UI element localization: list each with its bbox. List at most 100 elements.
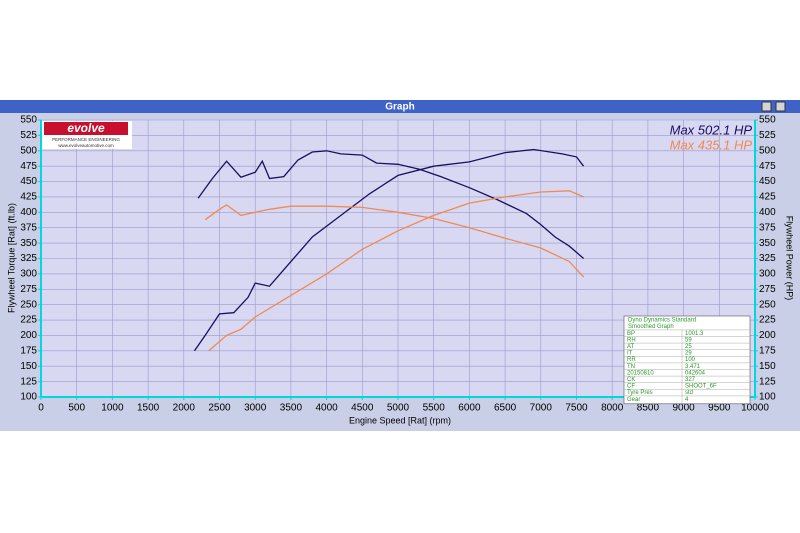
series-line	[197, 150, 585, 259]
y2-tick-label: 475	[759, 161, 776, 172]
x-tick-label: 9500	[708, 403, 731, 414]
info-cell: Gear	[627, 397, 640, 403]
x-axis-label: Engine Speed [Rat] (rpm)	[349, 415, 451, 425]
info-cell: 3.471	[685, 364, 701, 370]
x-tick-label: 500	[68, 403, 85, 414]
x-tick-label: 3000	[244, 403, 267, 414]
logo-badge	[44, 122, 128, 135]
y2-axis-label: Flywheel Power (HP)	[785, 216, 795, 301]
info-cell: 327	[685, 377, 696, 383]
info-cell: RR	[627, 357, 636, 363]
info-cell: AT	[627, 344, 635, 350]
info-cell: IT	[627, 351, 633, 357]
info-cell: RH	[627, 337, 636, 343]
info-cell: CF	[627, 384, 635, 390]
title-bar	[0, 100, 800, 113]
x-tick-label: 4500	[351, 403, 374, 414]
x-tick-label: 5000	[387, 403, 410, 414]
x-tick-label: 2000	[173, 403, 196, 414]
max-annotation: Max 435.1 HP	[670, 137, 753, 152]
y2-tick-label: 150	[759, 361, 776, 372]
x-tick-label: 6500	[494, 403, 517, 414]
info-cell: 20150810	[627, 370, 654, 376]
y-tick-label: 400	[20, 207, 37, 218]
x-tick-label: 6000	[458, 403, 481, 414]
y-tick-label: 250	[20, 299, 37, 310]
x-tick-label: 9000	[672, 403, 695, 414]
info-cell: std	[685, 390, 693, 396]
x-tick-label: 7000	[530, 403, 553, 414]
info-header: Dyno Dynamics Standard	[628, 318, 696, 324]
y-tick-label: 375	[20, 222, 37, 233]
y2-tick-label: 100	[759, 392, 776, 403]
info-cell: BP	[627, 331, 635, 337]
y2-tick-label: 300	[759, 269, 776, 280]
y-tick-label: 100	[20, 392, 37, 403]
x-tick-label: 1500	[137, 403, 160, 414]
y2-tick-label: 175	[759, 345, 776, 356]
logo-tagline: PERFORMANCE ENGINEERING	[52, 137, 120, 142]
y-tick-label: 500	[20, 145, 37, 156]
y-tick-label: 150	[20, 361, 37, 372]
y2-tick-label: 525	[759, 130, 776, 141]
info-cell: 29	[685, 351, 692, 357]
window-title: Graph	[385, 102, 414, 113]
series-line	[208, 190, 584, 352]
x-tick-label: 7500	[565, 403, 588, 414]
y2-tick-label: 225	[759, 315, 776, 326]
x-tick-label: 3500	[280, 403, 303, 414]
info-cell: 25	[685, 344, 692, 350]
x-tick-label: 1000	[101, 403, 124, 414]
y-tick-label: 275	[20, 284, 37, 295]
x-tick-label: 2500	[208, 403, 231, 414]
restore-button[interactable]	[761, 101, 772, 112]
info-cell: 100	[685, 357, 696, 363]
y-tick-label: 325	[20, 253, 37, 264]
y-tick-label: 300	[20, 269, 37, 280]
y2-tick-label: 550	[759, 115, 776, 126]
y-tick-label: 425	[20, 192, 37, 203]
series-line	[193, 148, 585, 352]
y2-tick-label: 425	[759, 192, 776, 203]
y-tick-label: 525	[20, 130, 37, 141]
info-header: Smoothed Graph	[628, 324, 674, 330]
y-axis-label: Flywheel Torque [Rat] (ft.lb)	[6, 203, 16, 313]
x-tick-label: 10000	[741, 403, 769, 414]
y-tick-label: 125	[20, 376, 37, 387]
info-cell: 042604	[685, 370, 706, 376]
y2-tick-label: 125	[759, 376, 776, 387]
close-button[interactable]	[775, 101, 786, 112]
y2-tick-label: 275	[759, 284, 776, 295]
y-tick-label: 175	[20, 345, 37, 356]
info-cell: 1001.3	[685, 331, 704, 337]
x-tick-label: 4000	[315, 403, 338, 414]
info-cell: CK	[627, 377, 635, 383]
x-tick-label: 0	[38, 403, 44, 414]
info-cell: SHOOT_6F	[685, 384, 717, 390]
info-cell: 59	[685, 337, 692, 343]
x-tick-label: 8000	[601, 403, 624, 414]
y-tick-label: 475	[20, 161, 37, 172]
y-tick-label: 450	[20, 176, 37, 187]
y-tick-label: 350	[20, 238, 37, 249]
y2-tick-label: 500	[759, 145, 776, 156]
logo-brand: evolve	[67, 121, 105, 135]
info-cell: 4	[685, 397, 689, 403]
y2-tick-label: 200	[759, 330, 776, 341]
y-tick-label: 225	[20, 315, 37, 326]
logo-url: www.evolveautomotive.com	[58, 143, 114, 148]
y2-tick-label: 250	[759, 299, 776, 310]
y2-tick-label: 325	[759, 253, 776, 264]
y2-tick-label: 400	[759, 207, 776, 218]
info-cell: TN	[627, 364, 635, 370]
y-tick-label: 550	[20, 115, 37, 126]
series-line	[204, 204, 585, 278]
x-tick-label: 8500	[637, 403, 660, 414]
info-cell: Tyre Pres	[627, 390, 653, 396]
y2-tick-label: 450	[759, 176, 776, 187]
y2-tick-label: 350	[759, 238, 776, 249]
y2-tick-label: 375	[759, 222, 776, 233]
y-tick-label: 200	[20, 330, 37, 341]
x-tick-label: 5500	[423, 403, 446, 414]
